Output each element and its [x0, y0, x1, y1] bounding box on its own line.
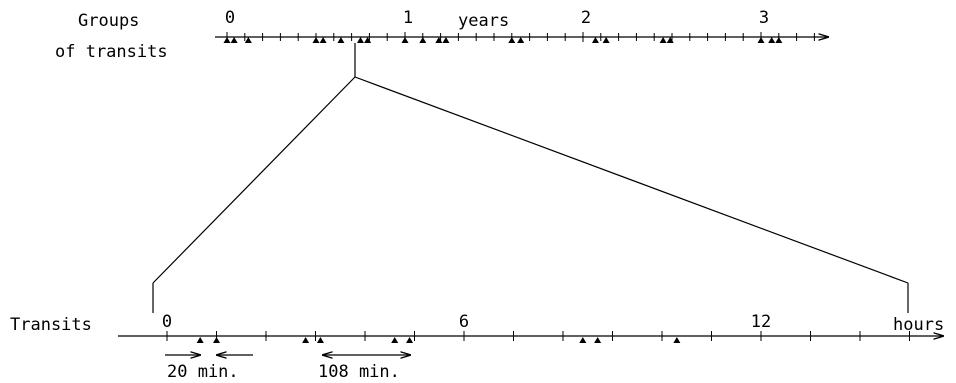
top-transit-marker: [419, 37, 427, 43]
hours-unit-label: hours: [893, 315, 944, 335]
bottom-axis-tick-label: 12: [751, 312, 771, 332]
zoom-left-line: [152, 76, 356, 284]
top-transit-marker: [666, 37, 674, 43]
bottom-transit-marker: [196, 337, 204, 343]
top-axis-tick-labels: 0 1 2 3: [225, 8, 769, 28]
bottom-axis-ticks: [166, 331, 910, 341]
top-transit-marker: [223, 37, 231, 43]
top-transit-marker: [401, 37, 409, 43]
top-transit-marker: [775, 37, 783, 43]
top-transit-marker: [508, 37, 516, 43]
top-transit-marker: [230, 37, 238, 43]
bottom-transit-marker: [213, 337, 220, 343]
bottom-axis-tick-label: 6: [459, 312, 469, 332]
top-transit-marker: [312, 37, 320, 43]
top-transit-marker: [442, 37, 450, 43]
top-transit-marker: [768, 37, 776, 43]
top-transit-marker: [591, 37, 599, 43]
top-transit-marker: [357, 37, 364, 43]
bottom-transit-marker: [406, 337, 414, 343]
groups-label: Groups: [78, 11, 139, 31]
top-transit-marker: [517, 37, 525, 43]
interval-long-label: 108 min.: [318, 362, 400, 382]
top-transit-marker: [364, 37, 372, 43]
bottom-axis-tick-labels: 0 6 12: [162, 312, 771, 332]
top-transit-marker: [602, 37, 610, 43]
bottom-transit-marker: [594, 337, 602, 343]
bottom-axis-tick-label: 0: [162, 312, 172, 332]
top-transit-marker: [435, 37, 443, 43]
top-axis-tick-label: 0: [225, 8, 235, 28]
bottom-transit-marker: [302, 337, 310, 343]
transits-label: Transits: [10, 315, 92, 335]
top-transit-markers: [223, 37, 783, 43]
top-axis-tick-label: 2: [581, 8, 591, 28]
top-axis-tick-label: 3: [759, 8, 769, 28]
top-axis-tick-label: 1: [403, 8, 413, 28]
bottom-transit-marker: [579, 337, 587, 343]
bottom-transit-marker: [391, 337, 399, 343]
years-unit-label: years: [458, 11, 509, 31]
bottom-transit-marker: [316, 337, 324, 343]
top-transit-marker: [319, 37, 327, 43]
top-transit-marker: [337, 37, 345, 43]
of-transits-label: of transits: [55, 42, 168, 62]
bottom-transit-markers: [196, 337, 681, 343]
bottom-transit-marker: [673, 337, 681, 343]
top-transit-marker: [757, 37, 765, 43]
interval-short-label: 20 min.: [167, 362, 239, 382]
top-transit-marker: [244, 37, 252, 43]
zoom-right-line: [354, 76, 909, 284]
top-transit-marker: [659, 37, 667, 43]
